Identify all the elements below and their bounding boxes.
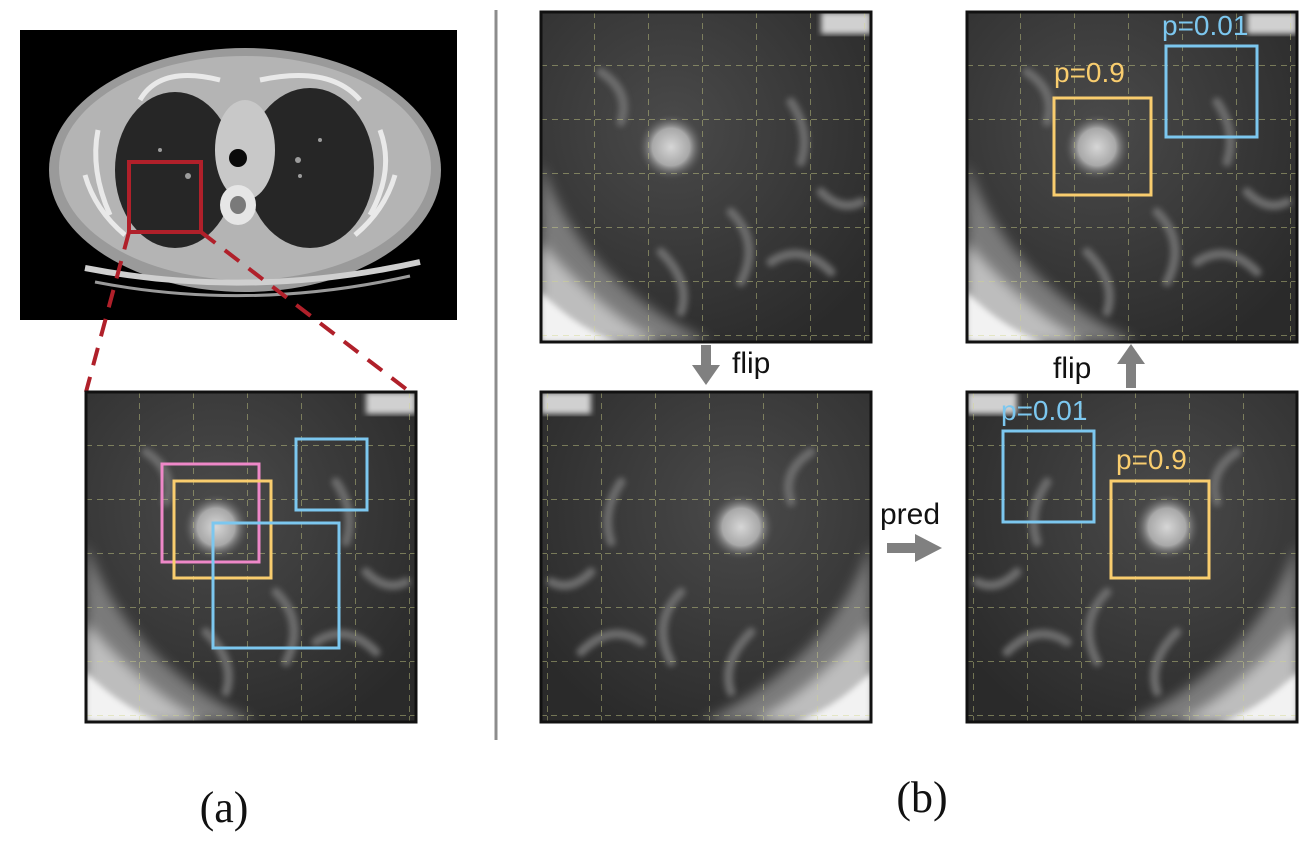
flip-down-label: flip xyxy=(732,347,770,380)
restored-score-high: p=0.9 xyxy=(1054,57,1125,88)
crop-box xyxy=(127,160,203,234)
patch-original xyxy=(539,10,873,344)
zoomed-patch-a xyxy=(84,390,418,724)
pred-box-low xyxy=(1001,429,1096,524)
orange-anchor-box xyxy=(172,479,273,580)
zoom-lines xyxy=(84,230,412,394)
pink-anchor-box xyxy=(160,462,261,564)
restored-box-low xyxy=(1164,44,1259,139)
blue-anchor-box-small xyxy=(294,437,369,512)
patch-pred-restored: p=0.9 p=0.01 xyxy=(965,10,1299,344)
patch-flipped xyxy=(539,390,873,724)
pred-box-high xyxy=(1109,479,1211,580)
blue-anchor-box-large xyxy=(211,521,341,650)
restored-score-low: p=0.01 xyxy=(1162,10,1248,41)
pred-score-high: p=0.9 xyxy=(1116,444,1187,475)
pred-label: pred xyxy=(880,498,940,531)
arrow-flip-up xyxy=(1117,344,1145,388)
panel-a-label: (a) xyxy=(200,783,249,832)
arrow-flip-down xyxy=(692,345,720,385)
panel-b-label: (b) xyxy=(896,773,947,822)
pred-score-low: p=0.01 xyxy=(1001,395,1087,426)
arrow-pred xyxy=(887,534,942,562)
ct-slice xyxy=(20,30,457,320)
restored-box-high xyxy=(1052,96,1153,197)
patch-pred-flipped: p=0.01 p=0.9 xyxy=(965,390,1299,724)
flip-up-label: flip xyxy=(1053,352,1091,385)
